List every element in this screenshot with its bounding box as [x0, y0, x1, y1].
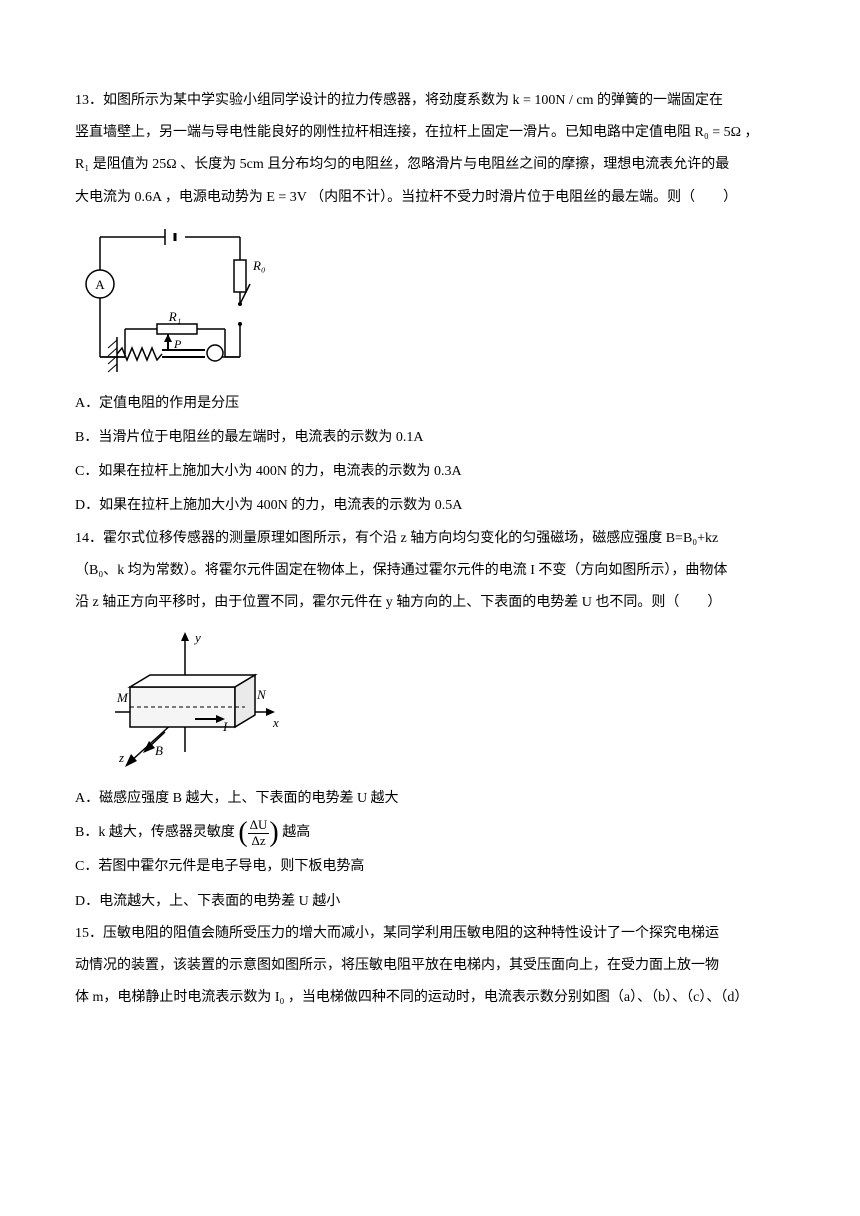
label-i: I	[222, 719, 228, 734]
q14-stem-line2: （B₀、k 均为常数）。将霍尔元件固定在物体上，保持通过霍尔元件的电流 I 不变…	[75, 555, 785, 587]
q14-option-a: A．磁感应强度 B 越大，上、下表面的电势差 U 越大	[75, 783, 785, 815]
frac-num: ΔU	[248, 818, 270, 833]
q13-option-c: C．如果在拉杆上施加大小为 400N 的力，电流表的示数为 0.3A	[75, 456, 785, 488]
label-n: N	[256, 687, 267, 702]
q13-stem-line3: R₁ 是阻值为 25Ω 、长度为 5cm 且分布均匀的电阻丝，忽略滑片与电阻丝之…	[75, 149, 785, 181]
ammeter-label: A	[95, 277, 105, 292]
r0-label: R₀	[252, 258, 265, 273]
frac-den: Δz	[248, 834, 270, 848]
q14-b-post: 越高	[282, 825, 310, 840]
q14-option-b: B．k 越大，传感器灵敏度 (ΔUΔz) 越高	[75, 817, 785, 849]
q14-option-d: D．电流越大，上、下表面的电势差 U 越小	[75, 886, 785, 918]
label-m: M	[116, 690, 129, 705]
q14-figure: y x z M N I B	[75, 627, 785, 777]
p-label: P	[173, 337, 182, 351]
q13-stem-line2: 竖直墙壁上，另一端与导电性能良好的刚性拉杆相连接，在拉杆上固定一滑片。已知电路中…	[75, 117, 785, 149]
label-b: B	[155, 743, 163, 758]
q14-stem-line3: 沿 z 轴正方向平移时，由于位置不同，霍尔元件在 y 轴方向的上、下表面的电势差…	[75, 587, 785, 619]
q13-stem-line1: 13．如图所示为某中学实验小组同学设计的拉力传感器，将劲度系数为 k = 100…	[75, 85, 785, 117]
q13-option-d: D．如果在拉杆上施加大小为 400N 的力，电流表的示数为 0.5A	[75, 490, 785, 522]
q15-stem-line2: 动情况的装置，该装置的示意图如图所示，将压敏电阻平放在电梯内，其受压面向上，在受…	[75, 950, 785, 982]
q15-stem-line1: 15．压敏电阻的阻值会随所受压力的增大而减小，某同学利用压敏电阻的这种特性设计了…	[75, 918, 785, 950]
axis-x: x	[272, 715, 279, 730]
axis-z: z	[118, 750, 124, 765]
r1-label: R₁	[168, 309, 181, 324]
q14-option-c: C．若图中霍尔元件是电子导电，则下板电势高	[75, 851, 785, 883]
q13-figure: A R₀ R₁ P	[75, 222, 785, 382]
q14-b-pre: B．k 越大，传感器灵敏度	[75, 825, 235, 840]
q15-stem-line3: 体 m，电梯静止时电流表示数为 I₀ ，当电梯做四种不同的运动时，电流表示数分别…	[75, 982, 785, 1014]
axis-y: y	[193, 630, 201, 645]
q14-stem-line1: 14．霍尔式位移传感器的测量原理如图所示，有个沿 z 轴方向均匀变化的匀强磁场，…	[75, 523, 785, 555]
q13-stem-line4: 大电流为 0.6A ，电源电动势为 E = 3V （内阻不计）。当拉杆不受力时滑…	[75, 182, 785, 214]
q13-option-a: A．定值电阻的作用是分压	[75, 388, 785, 420]
q13-option-b: B．当滑片位于电阻丝的最左端时，电流表的示数为 0.1A	[75, 422, 785, 454]
